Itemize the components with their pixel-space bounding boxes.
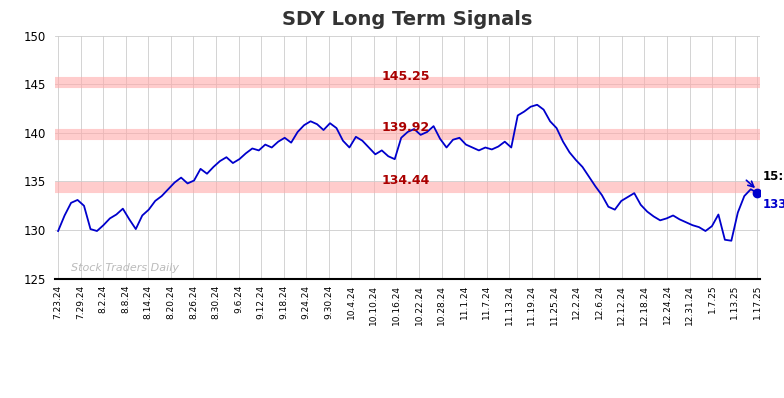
Text: 15:10: 15:10 xyxy=(762,170,784,183)
Text: 134.44: 134.44 xyxy=(382,174,430,187)
Text: Stock Traders Daily: Stock Traders Daily xyxy=(71,263,179,273)
Text: 133.82: 133.82 xyxy=(762,198,784,211)
Title: SDY Long Term Signals: SDY Long Term Signals xyxy=(282,10,533,29)
Text: 139.92: 139.92 xyxy=(382,121,430,134)
Text: 145.25: 145.25 xyxy=(382,70,430,82)
